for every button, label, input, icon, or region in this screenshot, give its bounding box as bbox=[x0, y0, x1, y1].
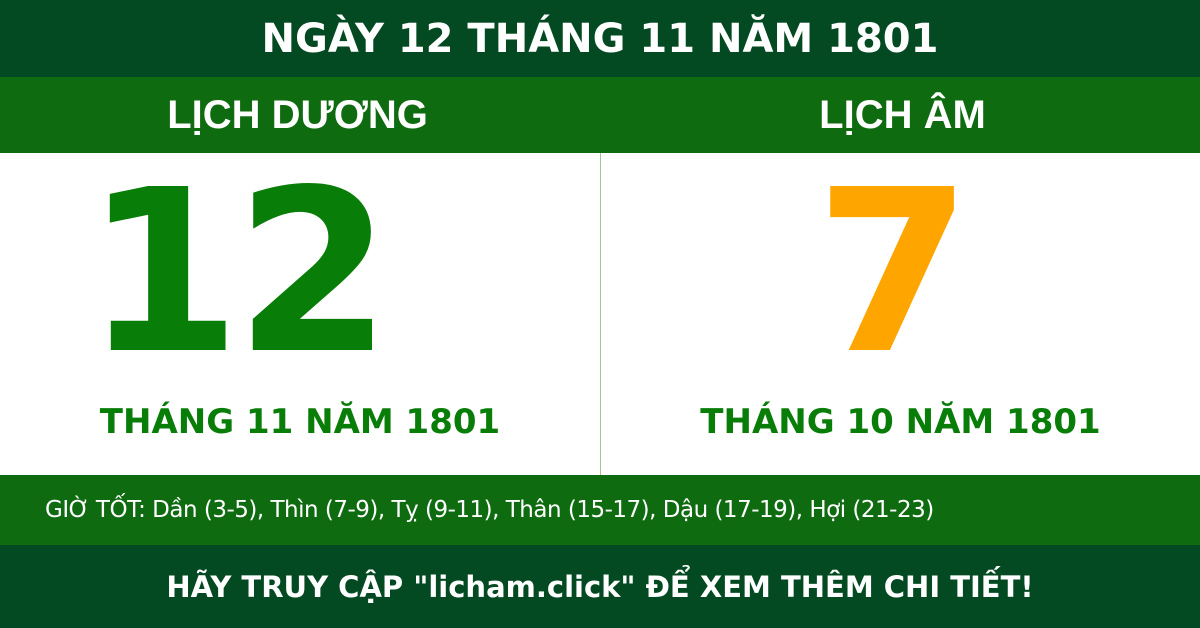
solar-day: 12 bbox=[84, 142, 391, 404]
good-hours: GIỜ TỐT: Dần (3-5), Thìn (7-9), Tỵ (9-11… bbox=[0, 475, 1200, 545]
lunar-panel: 7 THÁNG 10 NĂM 1801 bbox=[600, 153, 1200, 475]
lunar-day: 7 bbox=[815, 142, 972, 404]
lunar-heading: LỊCH ÂM bbox=[819, 92, 986, 137]
solar-panel: 12 THÁNG 11 NĂM 1801 bbox=[0, 153, 600, 475]
page-title: NGÀY 12 THÁNG 11 NĂM 1801 bbox=[0, 0, 1200, 77]
calendar-headings: LỊCH DƯƠNG LỊCH ÂM bbox=[0, 77, 1200, 153]
solar-heading: LỊCH DƯƠNG bbox=[167, 92, 428, 137]
lunar-month-year: THÁNG 10 NĂM 1801 bbox=[700, 402, 1101, 442]
solar-month-year: THÁNG 11 NĂM 1801 bbox=[99, 402, 501, 442]
footer-cta: HÃY TRUY CẬP "licham.click" ĐỂ XEM THÊM … bbox=[0, 545, 1200, 628]
